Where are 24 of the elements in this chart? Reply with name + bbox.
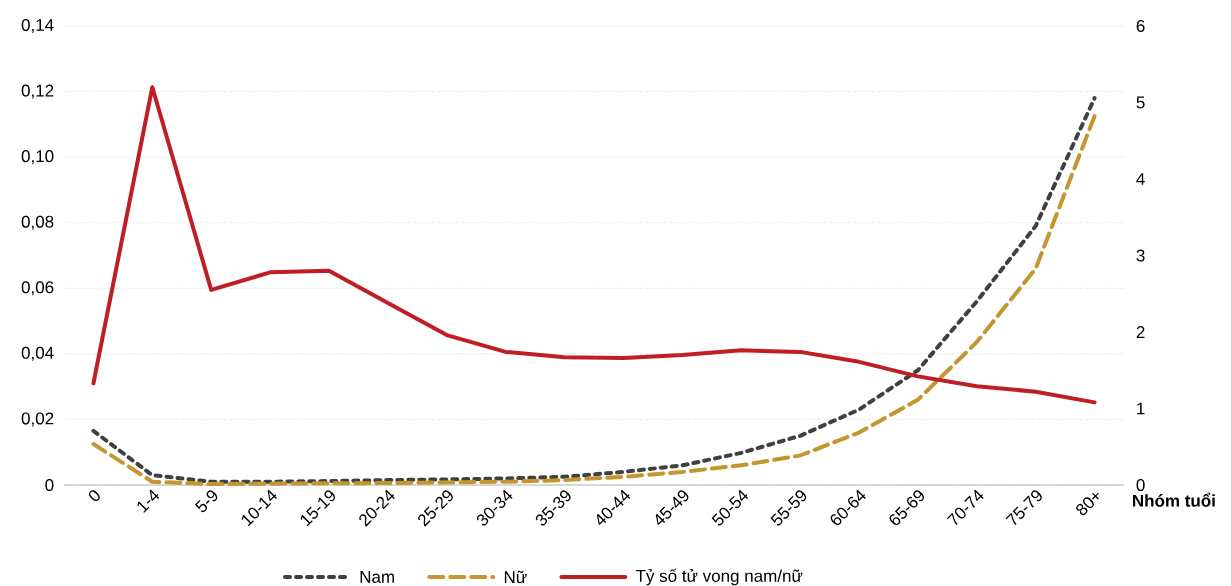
y-tick-label: 0,06: [21, 281, 54, 296]
legend-label: Nữ: [504, 570, 527, 584]
y2-tick-label: 1: [1137, 402, 1145, 415]
y-tick-label: 0,08: [21, 215, 54, 230]
y2-tick-label: 5: [1136, 96, 1145, 109]
y-tick-label: 0,04: [21, 346, 54, 361]
y-tick-label: 0,12: [21, 84, 54, 99]
line-series: [91, 85, 1097, 405]
legend-label: Tỷ số tử vong nam/nữ: [635, 568, 803, 586]
x-axis-title: Nhóm tuổi: [1133, 492, 1215, 507]
y2-tick-label: 0: [1136, 478, 1145, 492]
legend-label: Nam: [360, 571, 394, 583]
y-tick-label: 0: [45, 478, 54, 492]
y-tick-label: 0,02: [21, 412, 54, 427]
y2-tick-label: 6: [1136, 19, 1145, 33]
y2-tick-label: 2: [1136, 326, 1145, 338]
x-tick-label: 1-4: [137, 489, 160, 513]
x-tick-label: 5-9: [194, 490, 218, 513]
x-tick-label: 80+: [1076, 492, 1099, 516]
y-tick-label: 0,14: [21, 18, 54, 34]
y2-tick-label: 4: [1136, 173, 1145, 185]
y-tick-label: 0,10: [21, 150, 54, 165]
y2-tick-label: 3: [1136, 249, 1145, 262]
x-tick-label: 0: [88, 490, 100, 502]
